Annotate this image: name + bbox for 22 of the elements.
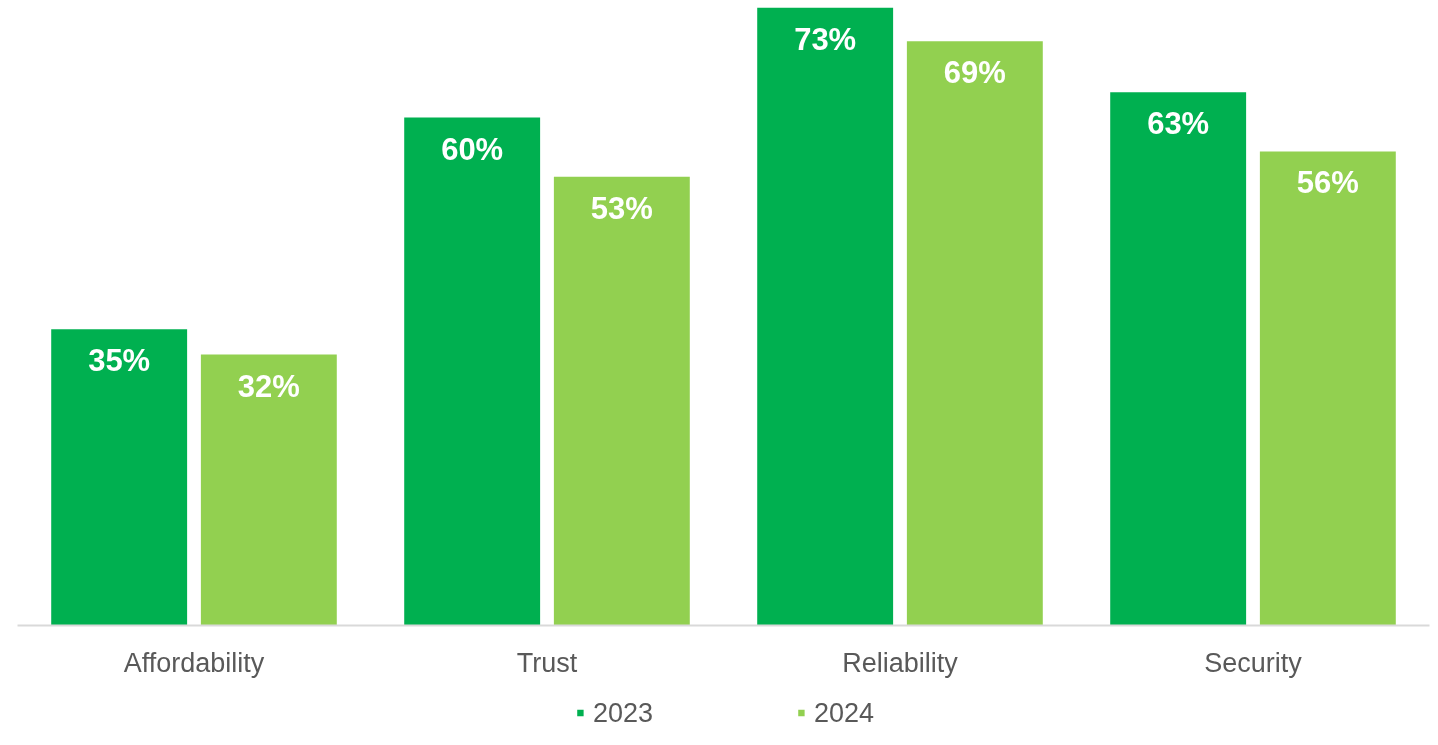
bar: [51, 329, 188, 626]
data-label: 35%: [88, 343, 151, 379]
data-label: 56%: [1296, 165, 1359, 201]
bar: [200, 354, 337, 626]
data-label: 69%: [943, 55, 1006, 91]
data-label: 53%: [590, 190, 653, 226]
bar: [757, 7, 894, 626]
data-label: 32%: [237, 368, 300, 404]
x-tick-label: Security: [1204, 647, 1303, 678]
bar: [553, 176, 690, 626]
legend-label: 2023: [592, 697, 653, 728]
bar: [1110, 92, 1247, 626]
x-tick-label: Reliability: [842, 647, 959, 678]
bar: [1259, 151, 1396, 626]
data-label: 60%: [441, 131, 504, 167]
legend-label: 2024: [814, 697, 875, 728]
data-label: 73%: [794, 21, 857, 57]
bar: [404, 117, 541, 626]
bar: [906, 41, 1043, 626]
x-tick-label: Trust: [516, 647, 578, 678]
x-tick-label: Affordability: [123, 647, 265, 678]
data-label: 63%: [1147, 106, 1210, 142]
